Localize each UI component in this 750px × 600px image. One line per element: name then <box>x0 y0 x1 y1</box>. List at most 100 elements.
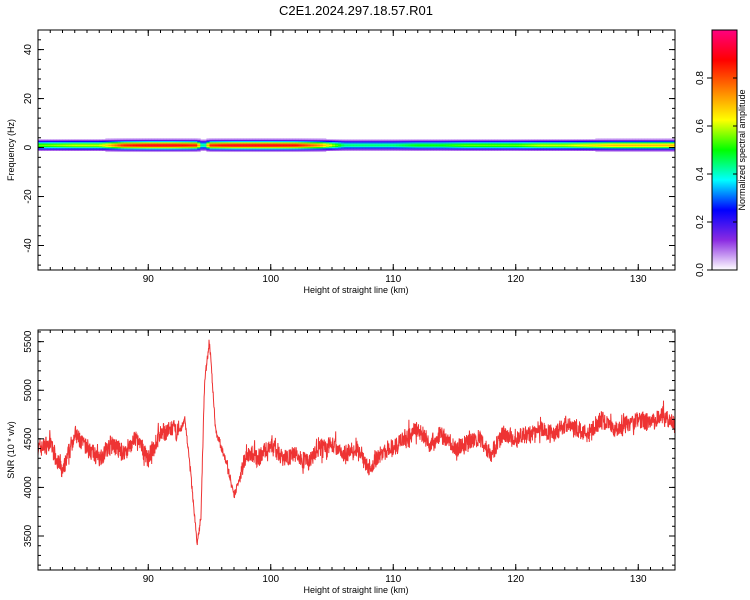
spectral-cell <box>469 143 474 145</box>
spectral-cell <box>583 149 587 151</box>
spectral-cell <box>393 148 397 150</box>
spectral-cell <box>374 149 379 151</box>
spectral-cell <box>301 148 305 150</box>
spectral-cell <box>301 138 305 140</box>
spectral-cell <box>445 144 449 146</box>
spectral-cell <box>583 148 587 150</box>
spectral-cell <box>181 143 186 145</box>
spectral-cell <box>463 149 468 151</box>
spectral-cell <box>598 148 602 150</box>
spectral-cell <box>178 142 183 144</box>
spectral-cell <box>619 142 624 144</box>
spectral-cell <box>166 138 171 140</box>
spectral-cell <box>289 142 293 144</box>
spectral-cell <box>393 143 397 145</box>
spectral-cell <box>537 145 541 148</box>
spectral-cell <box>390 142 394 144</box>
spectral-cell <box>181 146 186 149</box>
spectral-cell <box>93 143 97 145</box>
spectral-cell <box>224 149 229 151</box>
spectral-cell <box>114 148 119 150</box>
spectral-cell <box>662 144 667 146</box>
spectral-cell <box>203 149 207 151</box>
spectral-cell <box>243 145 247 148</box>
spectral-cell <box>377 149 382 151</box>
spectral-cell <box>445 140 449 143</box>
spectral-cell <box>169 140 174 143</box>
spectral-cell <box>589 143 593 145</box>
spectral-cell <box>451 139 455 142</box>
spectral-cell <box>145 142 149 144</box>
spectral-cell <box>215 140 220 143</box>
spectral-cell <box>301 139 305 142</box>
spectral-cell <box>74 139 79 142</box>
spectral-cell <box>270 146 275 149</box>
spectral-cell <box>114 140 119 143</box>
spectral-cell <box>87 146 91 149</box>
spectral-cell <box>518 149 523 151</box>
spectral-cell <box>157 149 161 151</box>
spectral-cell <box>261 150 266 153</box>
spectral-cell <box>212 148 217 150</box>
spectral-cell <box>163 148 168 150</box>
spectral-cell <box>59 149 63 151</box>
spectral-cell <box>359 143 364 145</box>
spectral-cell <box>613 148 618 150</box>
spectral-cell <box>466 143 471 145</box>
spectral-cell <box>322 146 327 149</box>
spectral-cell <box>580 148 584 150</box>
spectral-cell <box>381 145 385 148</box>
spectral-cell <box>665 143 670 145</box>
spectral-cell <box>573 143 578 145</box>
spectral-cell <box>126 139 131 142</box>
spectral-cell <box>485 148 489 150</box>
spectral-cell <box>322 140 327 143</box>
spectral-cell <box>653 150 658 153</box>
spectral-cell <box>136 142 140 144</box>
spectral-cell <box>252 139 256 142</box>
spectral-cell <box>298 149 302 151</box>
spectral-cell <box>662 150 667 153</box>
spectral-cell <box>604 139 609 142</box>
spectral-cell <box>402 144 406 146</box>
spectral-cell <box>353 148 357 150</box>
spectral-cell <box>567 145 572 148</box>
spectral-cell <box>273 149 278 151</box>
spectral-cell <box>169 138 174 140</box>
spectral-cell <box>191 150 195 153</box>
spectral-cell <box>105 140 109 143</box>
spectral-cell <box>322 139 327 142</box>
spectral-cell <box>650 150 654 153</box>
spectral-cell <box>430 145 434 148</box>
spectral-cell <box>402 149 406 151</box>
spectral-cell <box>377 140 382 143</box>
spectral-cell <box>243 138 247 140</box>
spectral-cell <box>267 148 272 150</box>
y-tick-label: 40 <box>23 44 34 56</box>
spectral-cell <box>157 144 161 146</box>
spectral-cell <box>132 142 137 144</box>
spectral-cell <box>215 139 220 142</box>
spectral-cell <box>270 142 275 144</box>
spectral-cell <box>83 146 88 149</box>
spectral-cell <box>178 150 183 153</box>
spectral-cell <box>362 142 367 144</box>
spectral-cell <box>488 145 492 148</box>
spectral-cell <box>255 145 259 148</box>
spectral-cell <box>332 139 336 142</box>
spectral-cell <box>466 149 471 151</box>
spectral-cell <box>99 143 103 145</box>
spectral-cell <box>203 144 207 146</box>
spectral-cell <box>341 146 345 149</box>
spectral-cell <box>252 145 256 148</box>
spectral-cell <box>589 139 593 142</box>
spectral-cell <box>629 149 633 151</box>
spectral-cell <box>310 146 315 149</box>
spectral-cell <box>659 143 664 145</box>
spectral-cell <box>396 145 400 148</box>
spectral-cell <box>335 143 339 145</box>
spectral-cell <box>227 149 232 151</box>
spectral-cell <box>41 143 45 145</box>
spectral-cell <box>230 143 235 145</box>
